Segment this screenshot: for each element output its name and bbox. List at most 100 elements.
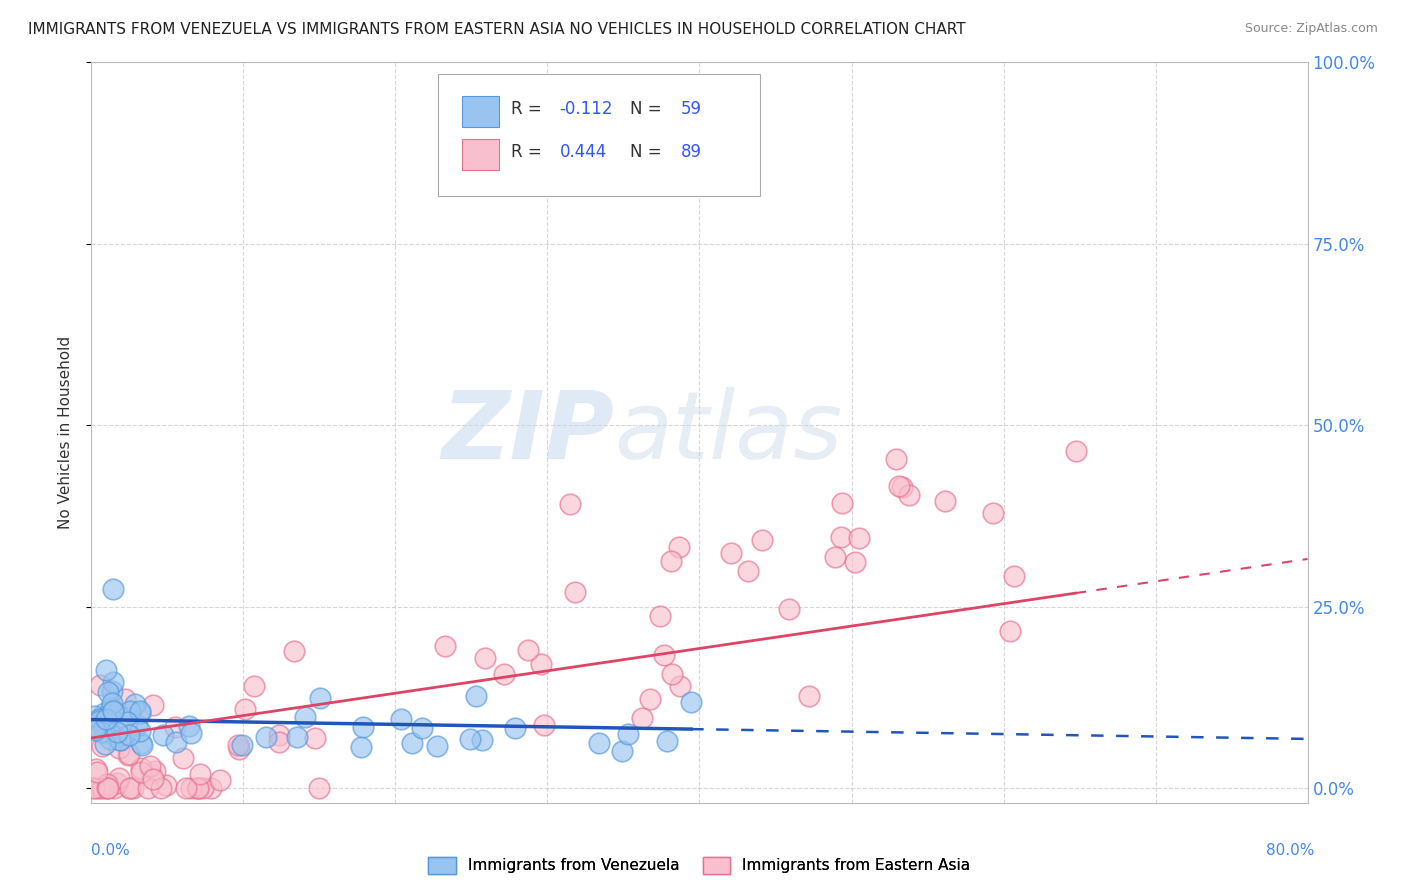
Point <box>267 735 290 749</box>
Point <box>163 720 186 734</box>
Point <box>101 684 124 698</box>
Point <box>650 609 672 624</box>
Point <box>180 725 202 739</box>
Text: 89: 89 <box>682 143 702 161</box>
Point <box>720 546 742 560</box>
Y-axis label: No Vehicles in Household: No Vehicles in Household <box>58 336 73 529</box>
Point <box>129 705 152 719</box>
Point <box>174 780 197 795</box>
Text: 80.0%: 80.0% <box>1267 843 1315 858</box>
Point <box>533 718 555 732</box>
Point <box>661 667 683 681</box>
Text: ZIP: ZIP <box>441 386 614 479</box>
Point <box>84 780 107 795</box>
Point <box>471 733 494 747</box>
Point <box>129 736 152 750</box>
Point <box>118 780 141 795</box>
Point <box>558 497 581 511</box>
Point <box>267 728 290 742</box>
Point <box>494 666 516 681</box>
Point <box>897 487 920 501</box>
Point <box>98 731 121 746</box>
Point <box>659 554 682 568</box>
Point <box>89 780 111 795</box>
Text: 0.0%: 0.0% <box>91 843 131 858</box>
Point <box>83 709 105 723</box>
Text: atlas: atlas <box>614 387 842 478</box>
Point <box>129 761 152 775</box>
FancyBboxPatch shape <box>463 138 499 169</box>
Point <box>149 780 172 795</box>
Point <box>630 711 652 725</box>
Point <box>188 767 211 781</box>
Point <box>96 780 118 795</box>
Point <box>91 739 114 753</box>
Point <box>101 703 124 717</box>
Point <box>108 741 131 756</box>
Point <box>105 725 128 739</box>
Point <box>103 780 125 795</box>
Point <box>114 692 136 706</box>
Point <box>308 690 330 705</box>
Point <box>681 695 703 709</box>
Point <box>172 751 194 765</box>
Point <box>844 555 866 569</box>
Point <box>100 700 122 714</box>
Point <box>180 780 202 795</box>
Point <box>304 731 326 745</box>
Point <box>848 531 870 545</box>
Point <box>118 780 141 795</box>
Point <box>128 706 150 720</box>
Point <box>401 736 423 750</box>
Point <box>233 702 256 716</box>
Point <box>209 773 232 788</box>
Point <box>564 585 586 599</box>
Point <box>96 663 118 677</box>
Text: 59: 59 <box>682 100 702 118</box>
Point <box>616 726 638 740</box>
Point <box>129 724 152 739</box>
Point <box>411 721 433 735</box>
Text: -0.112: -0.112 <box>560 100 613 118</box>
Point <box>187 780 209 795</box>
FancyBboxPatch shape <box>439 73 761 195</box>
Point <box>155 778 177 792</box>
Point <box>96 777 118 791</box>
FancyBboxPatch shape <box>463 95 499 127</box>
Point <box>505 721 527 735</box>
Point <box>889 479 911 493</box>
Point <box>350 739 373 754</box>
Point <box>86 764 108 779</box>
Text: IMMIGRANTS FROM VENEZUELA VS IMMIGRANTS FROM EASTERN ASIA NO VEHICLES IN HOUSEHO: IMMIGRANTS FROM VENEZUELA VS IMMIGRANTS … <box>28 22 966 37</box>
Point <box>97 780 120 795</box>
Text: R =: R = <box>510 100 541 118</box>
Point <box>89 678 111 692</box>
Point <box>93 706 115 720</box>
Point <box>200 780 222 795</box>
Point <box>90 725 112 739</box>
Point <box>517 643 540 657</box>
Point <box>96 714 118 728</box>
Point <box>737 564 759 578</box>
Point <box>107 771 129 785</box>
Point <box>101 697 124 711</box>
Text: Source: ZipAtlas.com: Source: ZipAtlas.com <box>1244 22 1378 36</box>
Point <box>228 738 250 752</box>
Point <box>125 718 148 732</box>
Point <box>142 772 165 786</box>
Point <box>751 533 773 547</box>
Point <box>93 737 115 751</box>
Legend: Immigrants from Venezuela, Immigrants from Eastern Asia: Immigrants from Venezuela, Immigrants fr… <box>422 850 977 880</box>
Point <box>891 480 914 494</box>
Point <box>308 780 330 795</box>
Text: N =: N = <box>630 100 662 118</box>
Point <box>84 762 107 776</box>
Point <box>657 734 679 748</box>
Point <box>101 582 124 596</box>
Point <box>778 601 800 615</box>
Point <box>141 767 163 781</box>
Point <box>142 698 165 712</box>
Point <box>243 680 266 694</box>
Point <box>129 764 152 779</box>
Point <box>84 723 107 737</box>
